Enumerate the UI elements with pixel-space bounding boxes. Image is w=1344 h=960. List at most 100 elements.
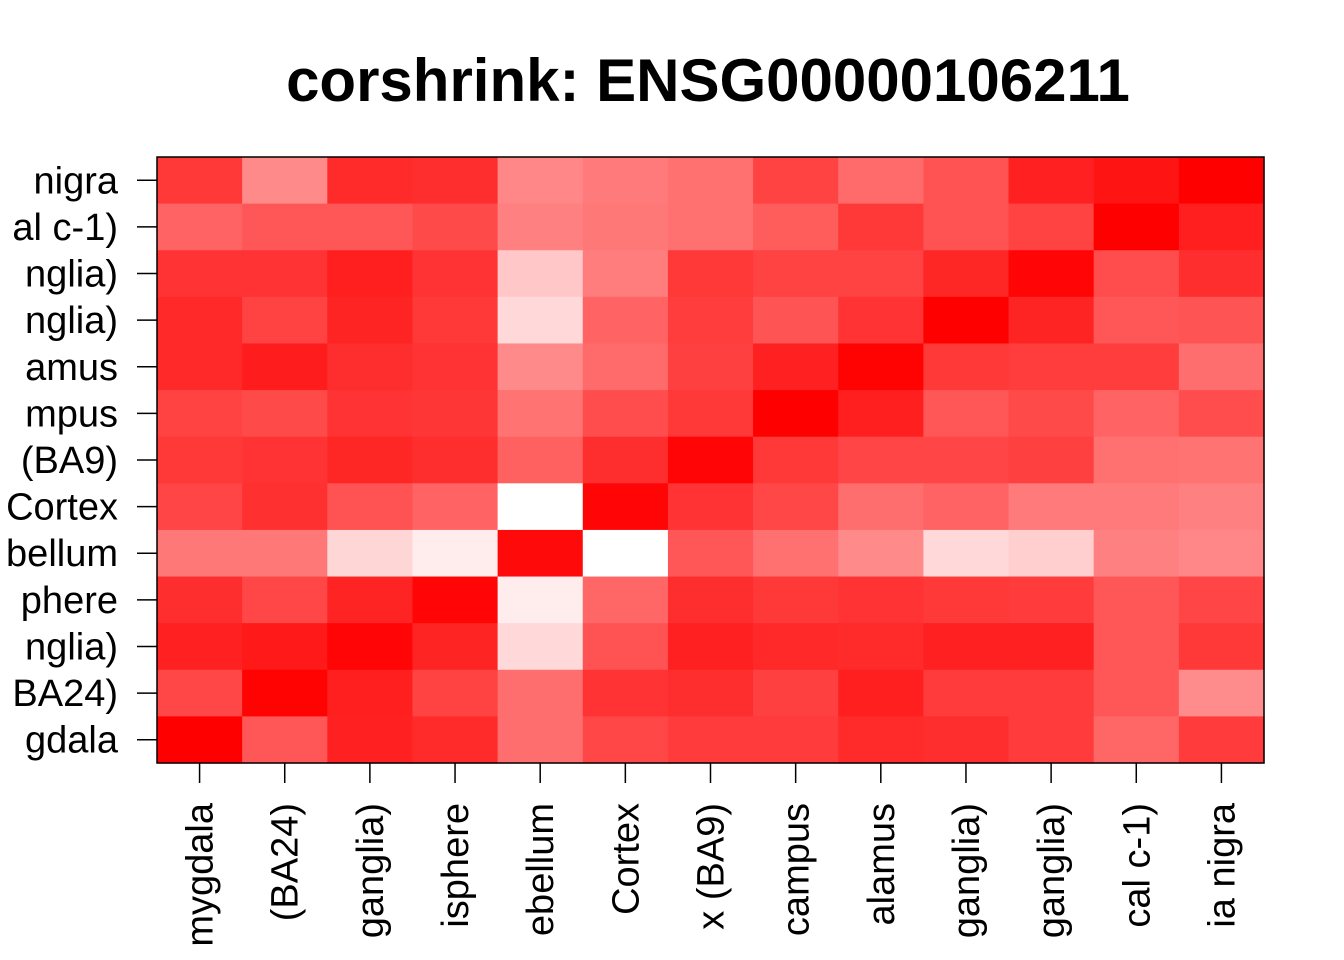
heatmap-cell	[1178, 483, 1265, 531]
x-tick-label: campus	[776, 803, 818, 936]
heatmap-cell	[923, 529, 1010, 578]
heatmap-cell	[667, 390, 754, 438]
heatmap-cell	[838, 157, 924, 205]
heatmap-cell	[1178, 203, 1265, 251]
heatmap-cell	[1093, 436, 1180, 484]
heatmap-cell	[497, 576, 584, 624]
heatmap-cell	[242, 343, 328, 391]
x-tick-label: Cortex	[605, 803, 647, 915]
heatmap-cell	[582, 623, 669, 671]
heatmap-cell	[838, 343, 924, 391]
heatmap-cell	[753, 250, 839, 298]
heatmap-cell	[923, 716, 1010, 764]
heatmap-cell	[1178, 390, 1265, 438]
heatmap-cell	[157, 669, 243, 717]
y-tick-label: nglia)	[25, 300, 118, 342]
heatmap-cell	[1178, 343, 1265, 391]
heatmap-cell	[497, 157, 584, 205]
y-tick-label: BA24)	[12, 673, 118, 715]
heatmap-cell	[667, 250, 754, 298]
heatmap-cell	[1178, 576, 1265, 624]
heatmap-cell	[327, 623, 414, 671]
heatmap-cell	[412, 576, 499, 624]
heatmap-cell	[1093, 296, 1180, 345]
heatmap-cell	[1008, 716, 1095, 764]
heatmap-cell	[753, 623, 839, 671]
heatmap-cell	[497, 250, 584, 298]
heatmap-cell	[1178, 716, 1265, 764]
heatmap-cell	[582, 250, 669, 298]
heatmap-cells	[157, 157, 1265, 764]
heatmap-cell	[667, 157, 754, 205]
heatmap-cell	[1093, 343, 1180, 391]
heatmap-cell	[1008, 250, 1095, 298]
heatmap-cell	[838, 576, 924, 624]
heatmap-cell	[327, 529, 414, 578]
heatmap-cell	[1008, 390, 1095, 438]
heatmap-cell	[1008, 623, 1095, 671]
heatmap-cell	[1008, 669, 1095, 717]
heatmap-cell	[753, 716, 839, 764]
heatmap-cell	[242, 390, 328, 438]
x-tick-label: ganglia)	[946, 803, 988, 938]
heatmap-cell	[327, 203, 414, 251]
y-tick-label: amus	[25, 347, 118, 389]
heatmap-cell	[242, 157, 328, 205]
heatmap-cell	[1093, 483, 1180, 531]
heatmap-cell	[497, 669, 584, 717]
heatmap-cell	[412, 343, 499, 391]
heatmap-cell	[1093, 623, 1180, 671]
heatmap-cell	[753, 576, 839, 624]
heatmap-cell	[327, 296, 414, 345]
heatmap-cell	[1178, 436, 1265, 484]
heatmap-cell	[1093, 716, 1180, 764]
heatmap-cell	[753, 529, 839, 578]
y-tick-label: bellum	[6, 533, 118, 575]
heatmap-cell	[838, 529, 924, 578]
x-tick-label: ganglia)	[350, 803, 392, 938]
heatmap-cell	[1093, 529, 1180, 578]
heatmap-cell	[157, 390, 243, 438]
heatmap-cell	[1178, 529, 1265, 578]
y-tick-label: phere	[21, 580, 118, 622]
heatmap-cell	[157, 203, 243, 251]
heatmap-cell	[242, 296, 328, 345]
x-tick-label: mygdala	[180, 802, 222, 946]
heatmap-cell	[242, 716, 328, 764]
heatmap-cell	[1093, 250, 1180, 298]
heatmap-cell	[582, 483, 669, 531]
heatmap-cell	[327, 576, 414, 624]
heatmap-cell	[838, 483, 924, 531]
heatmap-cell	[497, 296, 584, 345]
heatmap-cell	[1178, 296, 1265, 345]
heatmap-cell	[753, 669, 839, 717]
heatmap-cell	[157, 483, 243, 531]
heatmap-cell	[667, 296, 754, 345]
heatmap-cell	[923, 157, 1010, 205]
heatmap-cell	[753, 157, 839, 205]
heatmap-cell	[1008, 436, 1095, 484]
heatmap-cell	[667, 576, 754, 624]
heatmap-cell	[582, 576, 669, 624]
heatmap-cell	[497, 716, 584, 764]
heatmap-cell	[1093, 669, 1180, 717]
heatmap-cell	[1008, 529, 1095, 578]
y-tick-label: gdala	[25, 720, 119, 762]
heatmap-cell	[1178, 669, 1265, 717]
heatmap-cell	[582, 669, 669, 717]
heatmap-cell	[838, 669, 924, 717]
heatmap-cell	[412, 669, 499, 717]
y-tick-label: nigra	[34, 160, 119, 202]
heatmap-cell	[923, 483, 1010, 531]
heatmap-cell	[1008, 576, 1095, 624]
heatmap-cell	[412, 623, 499, 671]
heatmap-cell	[582, 390, 669, 438]
heatmap-cell	[412, 716, 499, 764]
heatmap-cell	[582, 343, 669, 391]
heatmap-cell	[497, 203, 584, 251]
heatmap-cell	[242, 250, 328, 298]
y-tick-label: (BA9)	[21, 440, 118, 482]
heatmap-cell	[1093, 576, 1180, 624]
